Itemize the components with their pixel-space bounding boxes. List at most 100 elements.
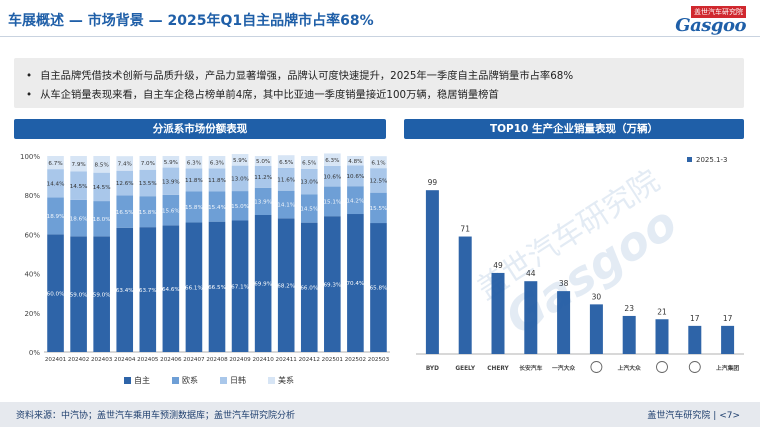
footer-bar: 资料来源：中汽协；盖世汽车乘用车预测数据库；盖世汽车研究院分析 盖世汽车研究院 … (0, 402, 760, 427)
data-label: 49 (493, 261, 503, 270)
bar-segment-3 (70, 171, 87, 200)
segment-data-label: 11.2% (254, 175, 272, 181)
y-tick-label: 80% (24, 192, 40, 200)
segment-data-label: 60.0% (47, 291, 65, 297)
brand-logo-icon (656, 361, 668, 373)
segment-data-label: 14.2% (347, 198, 365, 204)
segment-data-label: 5.9% (233, 158, 247, 164)
segment-data-label: 15.1% (323, 200, 341, 206)
segment-data-label: 66.1% (185, 285, 203, 291)
bar-segment-2 (277, 190, 295, 219)
title-divider (0, 36, 760, 37)
segment-data-label: 66.0% (300, 286, 318, 292)
brand-logo-label: 长安汽车 (519, 364, 542, 372)
segment-data-label: 70.4% (347, 281, 365, 287)
x-tick-label: 202503 (368, 357, 390, 363)
bar-segment-1 (347, 214, 364, 352)
data-label: 38 (559, 279, 569, 288)
bar-segment-2 (93, 201, 110, 237)
right-chart-title: TOP10 生产企业销量表现（万辆） (404, 119, 744, 139)
bar-segment-1 (185, 222, 203, 352)
legend-label: 美系 (278, 375, 294, 385)
bar-segment-3 (370, 168, 387, 193)
segment-data-label: 14.5% (300, 207, 318, 213)
segment-data-label: 14.4% (47, 181, 65, 187)
segment-data-label: 13.0% (300, 180, 318, 186)
segment-data-label: 69.3% (323, 282, 341, 288)
y-tick-label: 40% (24, 271, 40, 279)
brand-logo-label: GEELY (455, 366, 475, 372)
bar (721, 325, 735, 354)
bar-segment-4 (254, 156, 272, 166)
segment-data-label: 11.6% (277, 178, 295, 184)
data-label: 17 (690, 314, 700, 323)
bar-segment-4 (300, 156, 318, 169)
bar-segment-2 (347, 186, 364, 215)
bar (425, 190, 439, 354)
bar-segment-2 (370, 192, 387, 224)
segment-data-label: 6.3% (210, 160, 224, 166)
legend-label: 日韩 (230, 375, 246, 385)
bar (688, 325, 702, 354)
legend-swatch-2 (172, 377, 179, 384)
bar-segment-2 (116, 195, 134, 228)
bar-segment-4 (185, 156, 203, 169)
logo-en-text: Gasgoo (675, 15, 746, 36)
bar-segment-3 (185, 168, 203, 192)
segment-data-label: 18.0% (93, 217, 111, 223)
bar-segment-4 (347, 156, 364, 166)
footer-brand: 盖世汽车研究院 | <7> (647, 411, 740, 421)
bar-segment-4 (324, 153, 341, 166)
segment-data-label: 13.5% (139, 181, 157, 187)
bar-segment-2 (47, 197, 64, 235)
segment-data-label: 18.9% (47, 214, 65, 220)
bar-segment-3 (324, 165, 341, 187)
segment-data-label: 68.2% (277, 283, 295, 289)
segment-data-label: 15.5% (370, 206, 388, 212)
summary-bullet-2: 从车企销量表现来看，自主车企稳占榜单前4席，其中比亚迪一季度销量接近100万辆，… (26, 86, 499, 101)
bar-segment-3 (47, 169, 64, 198)
data-label: 44 (526, 269, 536, 278)
bar-segment-3 (231, 165, 249, 192)
bar-segment-2 (208, 191, 226, 222)
share-stacked-chart: 0% 20% 40% 60% 80% 100% 60.0% 18.9% 14.4% 6.7% 202… (20, 153, 390, 385)
bar-segment-1 (300, 222, 318, 352)
bar-segment-2 (70, 199, 87, 237)
segment-data-label: 15.4% (208, 205, 226, 211)
segment-data-label: 65.8% (370, 286, 388, 292)
footer-brand-name: 盖世汽车研究院 (647, 411, 711, 421)
bar-segment-4 (139, 156, 157, 170)
bar (655, 319, 669, 354)
data-label: 30 (592, 292, 602, 301)
segment-data-label: 15.0% (231, 204, 249, 210)
x-tick-label: 202404 (114, 357, 136, 363)
bar-segment-2 (162, 194, 180, 226)
segment-data-label: 13.0% (231, 177, 249, 183)
segment-data-label: 10.6% (347, 174, 365, 180)
bar-segment-4 (370, 156, 387, 169)
x-tick-label: 202402 (68, 357, 89, 363)
brand-logo-label: 一汽大众 (552, 364, 575, 372)
segment-data-label: 11.8% (185, 178, 203, 184)
bar-segment-4 (93, 156, 110, 173)
brand-logo-label: 上汽集团 (716, 364, 739, 372)
segment-data-label: 10.6% (323, 174, 341, 180)
legend-label: 2025.1-3 (696, 156, 727, 164)
bar-segment-4 (208, 156, 226, 169)
bar (622, 315, 636, 354)
left-chart-title: 分派系市场份额表现 (14, 119, 386, 139)
segment-data-label: 59.0% (70, 292, 88, 298)
segment-data-label: 67.1% (231, 284, 249, 290)
bar-segment-3 (93, 172, 110, 202)
segment-data-label: 6.7% (48, 161, 62, 167)
y-tick-label: 60% (24, 231, 40, 239)
data-label: 17 (723, 314, 733, 323)
bar-segment-1 (47, 234, 64, 352)
bar-segment-1 (208, 221, 226, 352)
bar-segment-2 (300, 194, 318, 223)
segment-data-label: 6.5% (279, 160, 293, 166)
legend-swatch-3 (220, 377, 227, 384)
segment-data-label: 6.3% (325, 158, 339, 164)
bar (458, 236, 472, 354)
segment-data-label: 7.0% (141, 161, 155, 167)
